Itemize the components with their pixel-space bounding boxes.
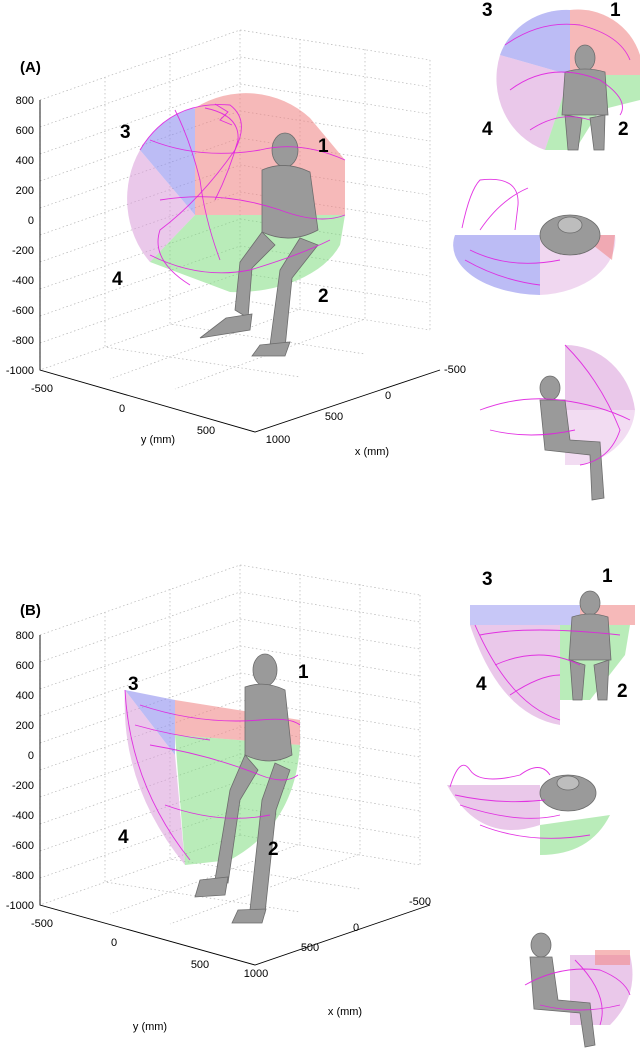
axes <box>39 100 441 433</box>
y-tick: -500 <box>31 383 53 395</box>
y-axis-label: y (mm) <box>141 434 175 446</box>
inset-label: 1 <box>602 566 613 587</box>
x-tick: 0 <box>385 390 391 402</box>
z-axis-ticks: 800 600 400 200 0 -200 -400 -600 -800 -1… <box>6 630 34 912</box>
trajectories <box>139 103 346 286</box>
z-tick: 0 <box>28 215 34 227</box>
inset-label: 3 <box>482 0 493 21</box>
x-tick: 500 <box>325 411 343 423</box>
z-tick: -200 <box>12 780 34 792</box>
z-axis-ticks: 800 600 400 200 0 -200 -400 -600 -800 -1… <box>6 95 34 377</box>
x-tick: -500 <box>444 364 466 376</box>
inset-top-view <box>453 178 616 295</box>
torso <box>261 165 319 239</box>
y-tick: 500 <box>191 959 209 971</box>
sector-3 <box>140 108 195 215</box>
z-tick: -600 <box>12 305 34 317</box>
panel-b: 800 600 400 200 0 -200 -400 -600 -800 -1… <box>0 525 643 1050</box>
seated-mannequin <box>194 653 293 924</box>
right-foot <box>251 341 291 357</box>
inset-label: 4 <box>482 119 493 140</box>
panel-label: (A) <box>20 59 41 76</box>
z-tick: -400 <box>12 810 34 822</box>
x-tick: 500 <box>301 942 319 954</box>
x-tick: 1000 <box>244 968 268 980</box>
y-axis-label: y (mm) <box>133 1021 167 1033</box>
inset-label: 2 <box>617 681 628 702</box>
z-tick: 200 <box>16 185 34 197</box>
z-tick: 600 <box>16 660 34 672</box>
inset-label: 4 <box>476 674 487 695</box>
seated-mannequin <box>199 132 319 357</box>
inset-label: 1 <box>610 0 621 21</box>
sector-4 <box>127 150 195 262</box>
quadrant-label-2: 2 <box>268 839 279 860</box>
z-tick: 0 <box>28 750 34 762</box>
z-tick: 600 <box>16 125 34 137</box>
quadrant-label-4: 4 <box>112 269 123 290</box>
y-tick: 500 <box>197 425 215 437</box>
z-tick: -1000 <box>6 900 34 912</box>
z-tick: 400 <box>16 690 34 702</box>
quadrant-label-2: 2 <box>318 286 329 307</box>
quadrant-label-1: 1 <box>318 136 329 157</box>
z-tick: -200 <box>12 245 34 257</box>
panel-b-3d-plot: 800 600 400 200 0 -200 -400 -600 -800 -1… <box>6 564 635 1048</box>
x-axis-label: x (mm) <box>355 446 389 458</box>
y-tick: 0 <box>119 403 125 415</box>
z-tick: -600 <box>12 840 34 852</box>
panel-a-3d-plot: 800 600 400 200 0 -200 -400 -600 -800 -1… <box>6 0 640 501</box>
trajectories <box>124 689 301 861</box>
x-tick: 0 <box>353 922 359 934</box>
inset-front-view: 3 1 4 2 <box>470 566 635 725</box>
inset-side-view <box>524 932 633 1048</box>
panel-a: 800 600 400 200 0 -200 -400 -600 -800 -1… <box>0 0 643 525</box>
inset-label: 2 <box>618 119 629 140</box>
axes <box>39 635 431 966</box>
inset-label: 3 <box>482 569 493 590</box>
y-tick: -500 <box>31 918 53 930</box>
left-foot <box>199 313 253 339</box>
z-tick: 800 <box>16 95 34 107</box>
x-tick: -500 <box>409 896 431 908</box>
quadrant-label-3: 3 <box>128 674 139 695</box>
y-tick: 0 <box>111 937 117 949</box>
z-tick: 400 <box>16 155 34 167</box>
quadrant-label-1: 1 <box>298 662 309 683</box>
quadrant-label-3: 3 <box>120 122 131 143</box>
head <box>271 132 299 168</box>
z-tick: -800 <box>12 335 34 347</box>
x-axis-label: x (mm) <box>328 1006 362 1018</box>
quadrant-label-4: 4 <box>118 827 129 848</box>
panel-label: (B) <box>20 602 41 619</box>
x-tick: 1000 <box>266 434 290 446</box>
inset-top-view <box>447 764 610 855</box>
z-tick: -1000 <box>6 365 34 377</box>
z-tick: -400 <box>12 275 34 287</box>
inset-front-view: 3 1 4 2 <box>482 0 640 151</box>
z-tick: -800 <box>12 870 34 882</box>
z-tick: 200 <box>16 720 34 732</box>
inset-side-view <box>479 344 635 501</box>
z-tick: 800 <box>16 630 34 642</box>
